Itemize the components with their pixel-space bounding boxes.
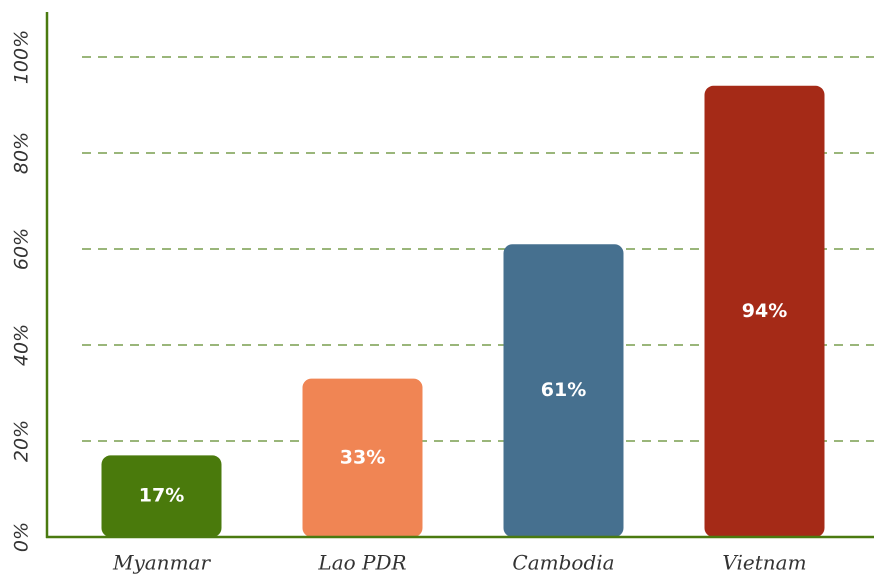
x-tick-label: Cambodia — [512, 551, 614, 575]
bar — [101, 455, 222, 537]
y-tick-label: 100% — [11, 30, 33, 84]
x-tick-label: Myanmar — [112, 551, 211, 575]
value-label: 17% — [139, 485, 184, 507]
x-tick-label: Lao PDR — [317, 551, 406, 575]
y-tick-label: 60% — [11, 228, 33, 270]
x-tick-label: Vietnam — [722, 551, 806, 575]
value-label: 33% — [340, 446, 385, 468]
bar — [704, 85, 825, 538]
y-tick-label: 20% — [11, 420, 33, 462]
bar — [503, 244, 624, 537]
value-label: 61% — [541, 379, 586, 401]
bar — [302, 378, 423, 537]
value-label: 94% — [742, 300, 787, 322]
y-tick-label: 0% — [11, 522, 33, 552]
y-tick-label: 80% — [11, 132, 33, 174]
y-tick-label: 40% — [11, 324, 33, 366]
